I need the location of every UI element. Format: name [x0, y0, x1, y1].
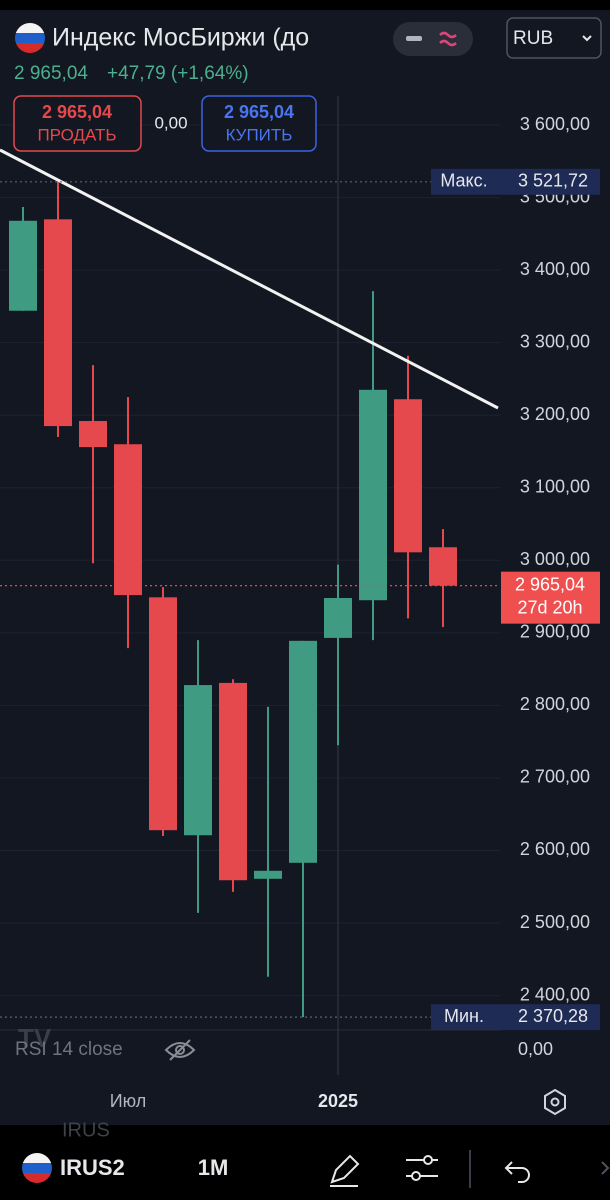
candle-body [44, 219, 72, 427]
y-tick-label: 2 700,00 [520, 767, 590, 787]
settings-icon[interactable] [544, 1088, 566, 1116]
marker-value: 2 370,28 [518, 1006, 588, 1026]
y-tick-label: 3 600,00 [520, 114, 590, 134]
candle-body [254, 870, 282, 879]
buy-button[interactable] [201, 95, 317, 152]
marker-value: 2 965,04 [515, 574, 585, 594]
x-tick-label: Июл [110, 1091, 147, 1111]
hide-icon[interactable] [164, 1039, 196, 1061]
candle-body [184, 685, 212, 836]
y-tick-label: 3 000,00 [520, 549, 590, 569]
marker-name: Мин. [444, 1006, 484, 1026]
draw-icon[interactable] [330, 1154, 360, 1187]
marker-name: Макс. [440, 171, 487, 191]
marker-value: 3 521,72 [518, 171, 588, 191]
y-tick-label: 3 200,00 [520, 404, 590, 424]
flag-icon [15, 23, 45, 53]
currency: RUB [513, 28, 553, 49]
y-tick-label: 2 500,00 [520, 912, 590, 932]
sell-button[interactable] [13, 95, 142, 152]
candle-body [79, 421, 107, 448]
sell-price: 2 965,04 [42, 102, 112, 122]
buy-label: КУПИТЬ [226, 125, 293, 144]
candle-body [9, 220, 37, 311]
currency-select[interactable] [506, 17, 602, 59]
plot-area: 2 400,00 2 500,00 2 600,00 2 700,00 2 800,00… [0, 96, 590, 1075]
y-tick-label: 2 900,00 [520, 622, 590, 642]
indicators-icon [411, 1171, 421, 1181]
dropdown-arrow [582, 35, 592, 42]
y-tick-label: 2 800,00 [520, 694, 590, 714]
countdown: 27d 20h [517, 597, 582, 617]
indicator-value: 0,00 [518, 1039, 553, 1059]
trend-line [0, 148, 499, 410]
settings-icon [550, 1097, 560, 1107]
y-tick-label: 2 600,00 [520, 839, 590, 859]
marker-box [431, 168, 600, 195]
candle-body [149, 597, 177, 831]
undo-icon[interactable] [504, 1161, 530, 1183]
hide-icon [175, 1045, 185, 1055]
last-price: 2 965,04 [14, 63, 88, 84]
candle-body [114, 444, 142, 596]
y-tick-label: 2 400,00 [520, 984, 590, 1004]
watermark: IRUS [62, 1119, 110, 1141]
x-tick-label: 2025 [318, 1091, 358, 1111]
interval[interactable]: 1M [198, 1155, 229, 1180]
toggle-icon [439, 31, 457, 47]
indicator-name[interactable]: RSI 14 close [15, 1039, 123, 1060]
overlay: Макс. 3 521,72 Мин. 2 370,28 2 965,04 27d 20h [0, 168, 600, 1031]
y-tick-label: 3 100,00 [520, 477, 590, 497]
symbol[interactable]: IRUS2 [60, 1155, 125, 1180]
candle-body [359, 389, 387, 601]
redo-icon[interactable] [601, 1161, 610, 1175]
view-toggle[interactable] [393, 22, 473, 56]
marker-box [431, 1004, 600, 1031]
toggle-icon [406, 36, 422, 41]
sell-label: ПРОДАТЬ [37, 125, 116, 144]
y-tick-label: 3 300,00 [520, 331, 590, 351]
candle-body [289, 640, 317, 863]
marker-box [501, 571, 600, 624]
candle-body [324, 598, 352, 638]
logo: TV [18, 1023, 52, 1053]
flag-icon [22, 1153, 52, 1183]
candle-body [394, 399, 422, 553]
spread: 0,00 [154, 113, 187, 132]
y-tick-label: 3 400,00 [520, 259, 590, 279]
candle-body [429, 547, 457, 586]
x-axis: Июл 2025 [110, 1091, 358, 1111]
indicators-icon [423, 1155, 433, 1165]
candle-body [219, 682, 247, 881]
price-change: +47,79 (+1,64%) [107, 63, 249, 84]
status-strip [0, 0, 610, 10]
buy-price: 2 965,04 [224, 102, 294, 122]
toolbar [0, 1125, 610, 1200]
instrument-title[interactable]: Индекс МосБиржи (до [52, 24, 309, 52]
